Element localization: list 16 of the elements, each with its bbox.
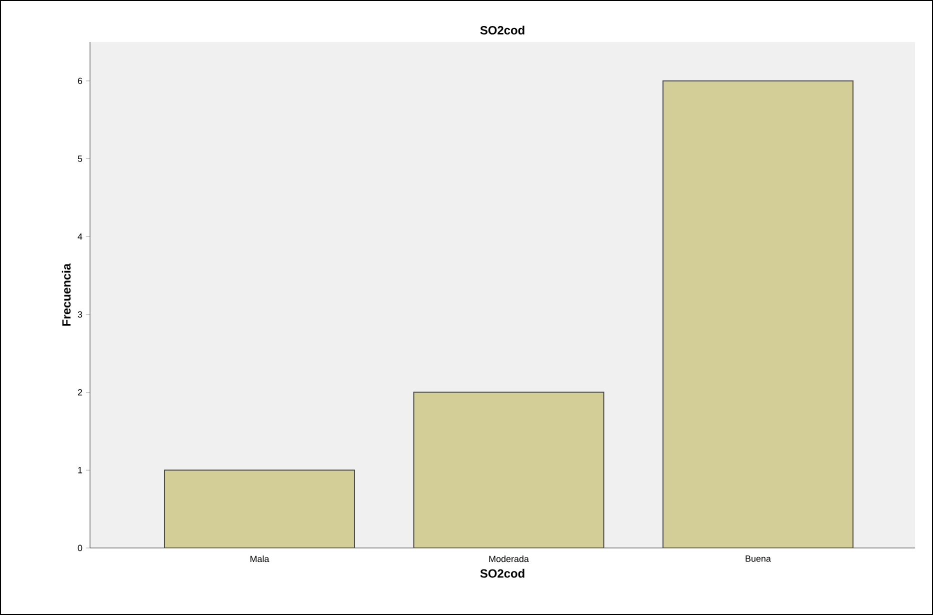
y-tick-label: 4 [78,234,82,240]
x-axis-title: SO2cod [480,568,524,578]
y-tick-label: 6 [78,78,82,84]
bar [413,392,604,548]
y-tick-label: 1 [78,467,82,474]
y-tick-label: 3 [78,311,82,318]
bar [164,470,355,548]
x-tick-label: Buena [746,556,771,562]
chart-title: SO2cod [480,26,524,34]
x-tick-label: Mala [250,556,270,562]
y-tick-label: 2 [78,389,82,396]
y-tick-label: 0 [78,544,82,552]
y-axis-title: Frecuencia [62,263,71,326]
y-tick-label: 5 [78,156,82,162]
bar [662,80,854,548]
x-tick-label: Moderada [489,556,529,562]
